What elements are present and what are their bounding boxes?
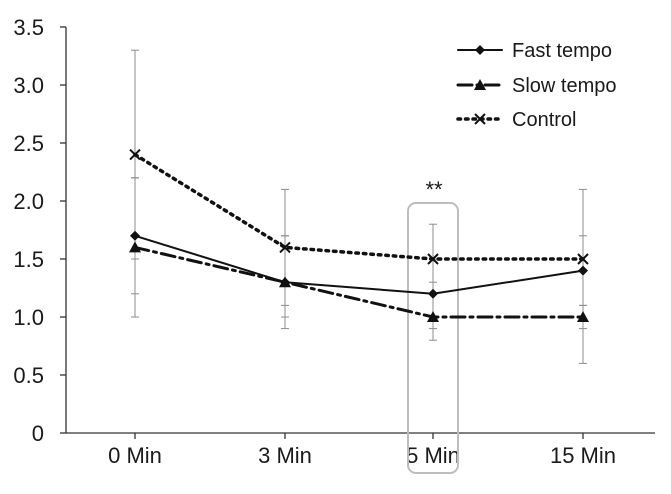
data-point-slow-tempo bbox=[577, 311, 589, 322]
axes: 0 0.5 1.0 1.5 2.0 2.5 3.0 3.5 0 Min 3 Min 5 Min 15 … bbox=[13, 15, 655, 468]
x-marker-stroke bbox=[474, 113, 486, 125]
legend: Fast tempo Slow tempo Control bbox=[456, 40, 617, 131]
data-point-control bbox=[129, 148, 141, 161]
x-tick-label: 5 Min bbox=[406, 443, 460, 468]
legend-label-fast-tempo: Fast tempo bbox=[512, 40, 612, 62]
y-tick-label: 2.0 bbox=[13, 189, 44, 214]
highlight-box-group bbox=[407, 202, 459, 474]
legend-marker-control bbox=[474, 113, 486, 125]
data-point-fast-tempo bbox=[578, 265, 588, 276]
data-point-slow-tempo bbox=[427, 311, 439, 322]
series-lines bbox=[133, 152, 585, 319]
y-tick-label: 0 bbox=[32, 421, 44, 446]
data-point-slow-tempo bbox=[129, 241, 141, 253]
x-marker-stroke bbox=[427, 253, 439, 265]
x-tick-label: 15 Min bbox=[550, 443, 616, 468]
data-point-control bbox=[279, 241, 291, 254]
series-line-slow-tempo bbox=[133, 245, 585, 319]
x-marker-stroke bbox=[279, 241, 291, 254]
series-markers bbox=[129, 148, 589, 322]
legend-label-control: Control bbox=[512, 109, 576, 131]
data-point-slow-tempo bbox=[279, 276, 291, 288]
legend-marker-slow-tempo bbox=[474, 79, 486, 90]
data-point-fast-tempo bbox=[428, 288, 438, 299]
y-tick-label: 0.5 bbox=[13, 363, 44, 388]
y-tick-label: 1.0 bbox=[13, 305, 44, 330]
series-line-control bbox=[133, 152, 585, 261]
y-tick-label: 1.5 bbox=[13, 247, 44, 272]
data-point-fast-tempo bbox=[130, 230, 140, 241]
annotations: ** bbox=[425, 177, 443, 202]
legend-label-slow-tempo: Slow tempo bbox=[512, 75, 617, 97]
y-tick-label: 3.0 bbox=[13, 73, 44, 98]
y-tick-label: 2.5 bbox=[13, 131, 44, 156]
x-tick-label: 3 Min bbox=[258, 443, 312, 468]
x-marker-stroke bbox=[577, 253, 589, 265]
y-tick-label: 3.5 bbox=[13, 15, 44, 40]
data-point-control bbox=[577, 253, 589, 265]
x-tick-label: 0 Min bbox=[108, 443, 162, 468]
series-line-fast-tempo bbox=[134, 234, 584, 295]
highlight-box bbox=[407, 202, 459, 474]
significance-annotation: ** bbox=[425, 177, 443, 202]
x-marker-stroke bbox=[129, 148, 141, 161]
data-point-control bbox=[427, 253, 439, 265]
legend-marker-fast-tempo bbox=[475, 45, 485, 55]
